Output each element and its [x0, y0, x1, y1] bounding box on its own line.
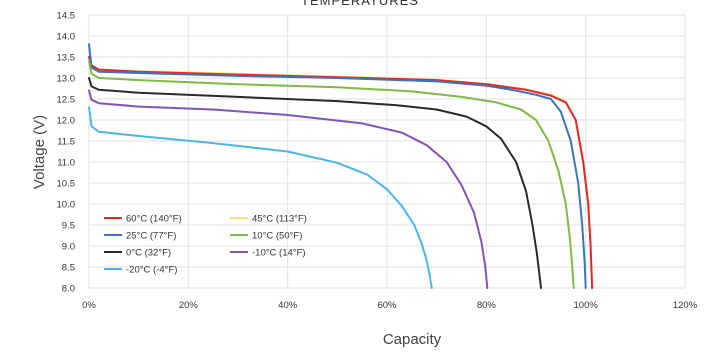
series-line [88, 60, 575, 289]
series-layer [88, 43, 594, 289]
series-line [88, 106, 433, 289]
y-tick-label: 8.0 [62, 284, 75, 295]
x-tick-label: 80% [477, 300, 497, 311]
y-axis-ticks: 8.0 8.5 9.0 9.5 10.0 10.5 11.0 11.5 12.0 12.5 13.0… [57, 11, 76, 295]
y-tick-label: 14.5 [57, 11, 76, 22]
y-tick-label: 13.0 [57, 74, 76, 85]
y-tick-label: 13.5 [57, 53, 76, 64]
x-axis-title: Capacity [383, 331, 442, 348]
legend-label: 0°C (32°F) [126, 248, 171, 259]
x-tick-label: 120% [673, 300, 698, 311]
y-axis-title: Voltage (V) [31, 115, 48, 189]
y-tick-label: 8.5 [62, 263, 75, 274]
y-tick-label: 10.5 [57, 179, 76, 190]
y-tick-label: 12.0 [57, 116, 76, 127]
x-tick-label: 40% [278, 300, 298, 311]
series-line [88, 77, 542, 289]
x-tick-label: 60% [377, 300, 397, 311]
y-tick-label: 14.0 [57, 32, 76, 43]
legend-label: 45°C (113°F) [252, 214, 307, 225]
legend-label: 25°C (77°F) [126, 231, 176, 242]
x-axis-ticks: 0% 20% 40% 60% 80% 100% 120% [82, 300, 698, 311]
series-line [88, 56, 594, 289]
legend-label: -20°C (-4°F) [126, 265, 177, 276]
y-tick-label: 12.5 [57, 95, 76, 106]
legend-label: 10°C (50°F) [252, 231, 302, 242]
legend-label: -10°C (14°F) [252, 248, 306, 259]
grid-lines [88, 14, 686, 289]
x-tick-label: 0% [82, 300, 96, 311]
y-tick-label: 9.5 [62, 221, 75, 232]
legend-label: 60°C (140°F) [126, 214, 182, 225]
y-tick-label: 11.0 [57, 158, 75, 169]
chart-title: TEMPERATURES [301, 0, 419, 8]
y-tick-label: 10.0 [57, 200, 76, 211]
y-tick-label: 9.0 [62, 242, 75, 253]
legend: 60°C (140°F) 45°C (113°F) 25°C (77°F) 10°C … [104, 214, 307, 276]
y-tick-label: 11.5 [57, 137, 75, 148]
series-line [88, 43, 587, 289]
series-line [88, 89, 489, 289]
x-tick-label: 100% [574, 300, 599, 311]
x-tick-label: 20% [179, 300, 199, 311]
